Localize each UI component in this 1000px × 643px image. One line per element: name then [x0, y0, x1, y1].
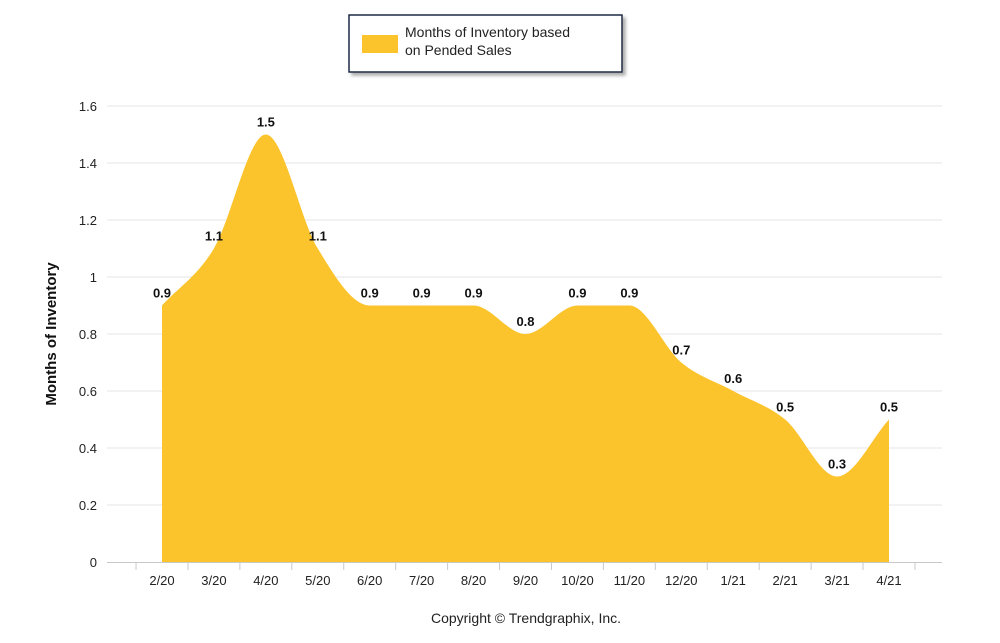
data-label: 0.5 [776, 400, 794, 415]
area-fill [162, 134, 889, 562]
y-tick-label: 0.2 [79, 498, 97, 513]
x-tick-label: 1/21 [721, 573, 746, 588]
x-tick-label: 9/20 [513, 573, 538, 588]
x-tick-label: 4/21 [876, 573, 901, 588]
copyright-text: Copyright © Trendgraphix, Inc. [431, 610, 621, 626]
data-label: 0.5 [880, 400, 898, 415]
y-tick-label: 0.8 [79, 327, 97, 342]
y-tick-label: 0 [90, 555, 97, 570]
data-label: 1.5 [257, 115, 275, 130]
x-axis-ticks: 2/20 3/20 4/20 5/20 6/20 7/20 8/20 9/20 10/20 11/… [149, 573, 901, 588]
legend-label-line-1: Months of Inventory based [405, 24, 570, 40]
x-tick-label: 6/20 [357, 573, 382, 588]
x-tick-label: 2/21 [772, 573, 797, 588]
legend-swatch [362, 35, 398, 53]
data-label: 0.9 [361, 286, 379, 301]
x-axis [107, 562, 942, 570]
data-labels: 0.9 1.1 1.5 1.1 0.9 0.9 0.9 0.8 0.9 0.9 0.7 0.6 0.5 0… [153, 115, 898, 472]
data-label: 1.1 [205, 229, 223, 244]
x-tick-label: 10/20 [561, 573, 594, 588]
y-tick-label: 0.4 [79, 441, 97, 456]
x-tick-label: 8/20 [461, 573, 486, 588]
x-tick-label: 7/20 [409, 573, 434, 588]
data-label: 0.6 [724, 371, 742, 386]
data-label: 0.9 [465, 286, 483, 301]
data-label: 0.9 [153, 286, 171, 301]
y-tick-label: 1.6 [79, 99, 97, 114]
data-label: 0.9 [620, 286, 638, 301]
x-tick-label: 4/20 [253, 573, 278, 588]
y-axis-ticks: 0 0.2 0.4 0.6 0.8 1 1.2 1.4 1.6 [79, 99, 97, 570]
data-label: 0.3 [828, 457, 846, 472]
x-tick-label: 5/20 [305, 573, 330, 588]
y-axis-title: Months of Inventory [43, 262, 60, 406]
area-series [162, 134, 889, 562]
y-tick-label: 0.6 [79, 384, 97, 399]
data-label: 1.1 [309, 229, 327, 244]
x-tick-label: 2/20 [149, 573, 174, 588]
x-tick-label: 3/20 [201, 573, 226, 588]
y-tick-label: 1.4 [79, 156, 97, 171]
data-label: 0.8 [516, 314, 534, 329]
x-tick-label: 3/21 [824, 573, 849, 588]
legend: Months of Inventory based on Pended Sale… [348, 14, 623, 73]
y-tick-label: 1 [90, 270, 97, 285]
x-tick-label: 12/20 [665, 573, 698, 588]
y-tick-label: 1.2 [79, 213, 97, 228]
data-label: 0.9 [413, 286, 431, 301]
data-label: 0.7 [672, 343, 690, 358]
data-label: 0.9 [568, 286, 586, 301]
legend-label-line-2: on Pended Sales [405, 42, 512, 58]
x-tick-label: 11/20 [614, 573, 646, 588]
